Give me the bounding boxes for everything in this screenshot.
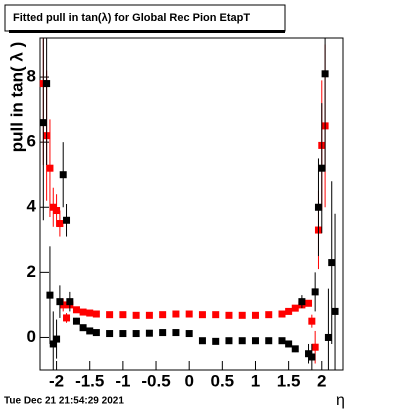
marker	[145, 329, 153, 337]
marker	[321, 70, 329, 78]
marker	[92, 329, 100, 337]
marker	[79, 324, 87, 332]
marker	[285, 340, 293, 348]
marker	[172, 329, 180, 337]
marker	[314, 203, 322, 211]
y-tick-label: 8	[27, 67, 36, 86]
marker	[198, 337, 206, 345]
marker	[46, 164, 54, 172]
y-tick-label: 0	[27, 327, 36, 346]
x-tick-label: 1	[251, 371, 260, 390]
marker	[265, 311, 273, 319]
marker	[59, 171, 67, 179]
marker	[328, 259, 336, 267]
marker	[305, 299, 313, 307]
marker	[53, 335, 61, 343]
x-tick-label: -0.5	[141, 371, 170, 390]
x-tick-label: 0.5	[211, 371, 235, 390]
marker	[79, 308, 87, 316]
marker	[308, 353, 316, 361]
marker	[72, 306, 80, 314]
marker	[278, 337, 286, 345]
marker	[238, 337, 246, 345]
marker	[39, 119, 47, 127]
marker	[132, 311, 140, 319]
marker	[66, 298, 74, 306]
title-shadow	[9, 30, 285, 33]
marker	[225, 337, 233, 345]
marker	[298, 298, 306, 306]
marker	[225, 311, 233, 319]
title-box	[4, 4, 286, 32]
marker	[145, 311, 153, 319]
chart-title: Fitted pull in tan(λ) for Global Rec Pio…	[13, 12, 250, 24]
marker	[86, 309, 94, 317]
marker	[324, 333, 332, 341]
x-tick-label: 2	[317, 371, 326, 390]
timestamp: Tue Dec 21 21:54:29 2021	[4, 396, 124, 407]
marker	[49, 340, 57, 348]
marker	[251, 337, 259, 345]
marker	[331, 307, 339, 315]
marker	[172, 310, 180, 318]
marker	[308, 317, 316, 325]
y-tick-label: 4	[27, 197, 37, 216]
marker	[43, 80, 51, 88]
marker	[119, 330, 127, 338]
marker	[106, 330, 114, 338]
marker	[159, 329, 167, 337]
marker	[119, 311, 127, 319]
x-tick-label: -2	[49, 371, 64, 390]
y-axis-label: pull in tan( λ )	[7, 42, 26, 153]
marker	[311, 343, 319, 351]
marker	[265, 337, 273, 345]
marker	[311, 288, 319, 296]
marker	[46, 291, 54, 299]
marker	[63, 314, 71, 322]
marker	[106, 311, 114, 319]
marker	[278, 310, 286, 318]
marker	[72, 317, 80, 325]
marker	[132, 330, 140, 338]
marker	[291, 304, 299, 312]
marker	[159, 311, 167, 319]
y-tick-label: 6	[27, 132, 36, 151]
marker	[251, 311, 259, 319]
marker	[53, 207, 61, 215]
marker	[56, 298, 64, 306]
marker	[212, 337, 220, 345]
y-tick-label: 2	[27, 262, 36, 281]
marker	[318, 164, 326, 172]
x-axis-label: η	[336, 392, 345, 409]
marker	[185, 330, 193, 338]
marker	[86, 327, 94, 335]
marker	[238, 311, 246, 319]
marker	[63, 216, 71, 224]
marker	[212, 311, 220, 319]
x-tick-label: 1.5	[277, 371, 301, 390]
marker	[291, 345, 299, 353]
marker	[56, 220, 64, 228]
marker	[185, 310, 193, 318]
x-tick-label: -1	[115, 371, 130, 390]
marker	[285, 307, 293, 315]
x-tick-label: 0	[184, 371, 193, 390]
marker	[92, 310, 100, 318]
marker	[198, 311, 206, 319]
frame	[39, 37, 344, 371]
x-tick-label: -1.5	[75, 371, 104, 390]
